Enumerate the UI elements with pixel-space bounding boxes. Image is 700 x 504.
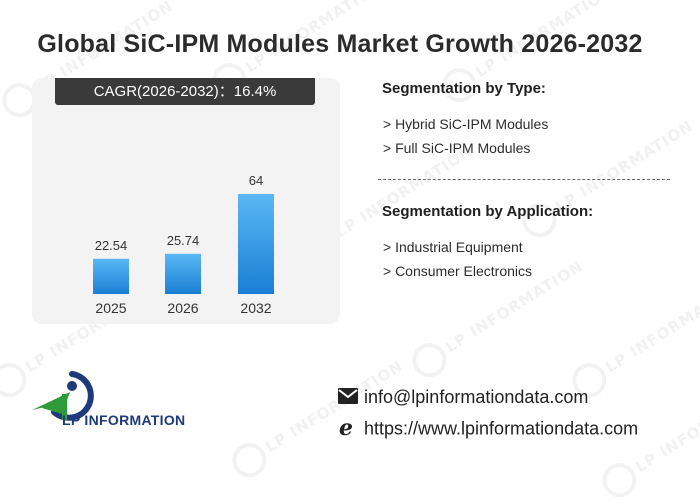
bar-2032 bbox=[238, 194, 274, 294]
website-text[interactable]: https://www.lpinformationdata.com bbox=[364, 418, 639, 439]
segmentation-application-item: > Consumer Electronics bbox=[383, 263, 533, 279]
bar-2025 bbox=[93, 258, 129, 294]
contact-email[interactable]: info@lpinformationdata.com bbox=[338, 387, 588, 409]
svg-text:e: e bbox=[339, 417, 353, 437]
bar-2026 bbox=[165, 253, 201, 294]
edge-browser-icon: e bbox=[338, 415, 360, 442]
segmentation-application-item: > Industrial Equipment bbox=[383, 239, 523, 255]
email-text[interactable]: info@lpinformationdata.com bbox=[364, 387, 589, 407]
section-divider bbox=[378, 179, 670, 180]
data-label-2026: 25.74 bbox=[167, 233, 200, 248]
data-label-2025: 22.54 bbox=[95, 238, 128, 253]
segmentation-type-heading: Segmentation by Type: bbox=[382, 80, 546, 97]
segmentation-type-item: > Full SiC-IPM Modules bbox=[383, 140, 531, 156]
x-tick-label-2032: 2032 bbox=[240, 300, 271, 316]
x-tick-label-2025: 2025 bbox=[95, 300, 126, 316]
cagr-badge: CAGR(2026-2032)：16.4% bbox=[55, 78, 315, 105]
contact-website[interactable]: e https://www.lpinformationdata.com bbox=[338, 415, 639, 442]
lp-information-logo-icon bbox=[32, 371, 94, 421]
envelope-icon bbox=[338, 387, 360, 409]
data-label-2032: 64 bbox=[249, 173, 263, 188]
segmentation-type-item: > Hybrid SiC-IPM Modules bbox=[383, 116, 549, 132]
segmentation-application-heading: Segmentation by Application: bbox=[382, 203, 594, 220]
x-tick-label-2026: 2026 bbox=[167, 300, 198, 316]
bar-chart: 22.54 2025 25.74 2026 64 2032 bbox=[93, 173, 274, 316]
logo-text: LP INFORMATION bbox=[62, 412, 186, 428]
page-title: Global SiC-IPM Modules Market Growth 202… bbox=[37, 30, 643, 58]
